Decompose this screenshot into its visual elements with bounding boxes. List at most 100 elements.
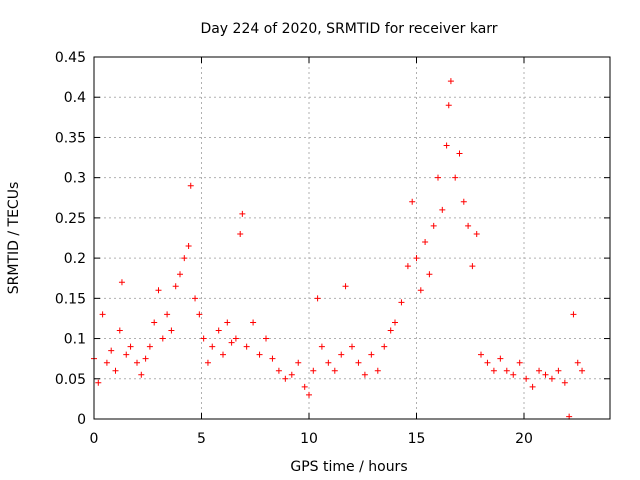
data-point [295,359,302,366]
data-point [215,327,222,334]
data-point [422,239,429,246]
data-point [447,78,454,85]
data-point [134,359,140,366]
y-tick-label: 0.3 [64,171,86,187]
y-tick-label: 0.25 [55,211,86,227]
x-tick-label: 0 [90,431,99,447]
y-tick-label: 0.2 [64,251,86,267]
data-point [542,371,549,378]
data-point [232,335,239,342]
data-point [138,371,145,378]
data-point [349,343,355,350]
y-tick-label: 0.4 [64,90,86,106]
data-point [469,263,476,270]
data-point [275,367,282,374]
data-point [490,367,497,374]
data-point [103,359,110,366]
data-point [116,327,123,334]
data-point [95,379,102,386]
data-point [381,343,388,350]
data-point [181,255,188,262]
data-point [503,367,510,374]
x-tick-label: 10 [300,431,318,447]
data-point [579,367,586,374]
data-point [435,174,441,181]
data-point [443,142,450,149]
data-point [368,351,375,358]
data-point [473,230,480,237]
data-point [237,230,244,237]
data-point [155,287,162,294]
data-point [398,299,405,306]
data-point [164,311,171,318]
x-axis-title: GPS time / hours [290,459,407,475]
data-point [465,222,472,229]
data-point [224,319,231,326]
data-point [516,359,523,366]
data-point [192,295,199,302]
data-point [99,311,106,318]
data-point [269,355,276,362]
data-point [404,263,411,270]
data-point [417,287,424,294]
data-point [318,343,325,350]
data-points [91,78,586,420]
data-point [570,311,577,318]
data-point [445,102,452,109]
data-point [439,206,446,213]
data-point [331,367,338,374]
data-point [172,283,179,290]
data-point [168,327,175,334]
data-point [185,243,192,250]
data-point [108,347,115,354]
data-point [460,198,467,205]
data-point [151,319,158,326]
data-point [510,371,517,378]
y-tick-label: 0.45 [55,50,86,66]
chart-title: Day 224 of 2020, SRMTID for receiver kar… [200,21,497,37]
data-point [123,351,130,358]
y-tick-label: 0 [77,412,86,428]
data-point [548,375,555,382]
data-point [200,335,207,342]
grid [94,57,610,419]
y-axis-title: SRMTID / TECUs [6,182,22,295]
data-point [484,359,491,366]
data-point [497,355,504,362]
y-tick-label: 0.15 [55,291,86,307]
data-point [325,359,332,366]
data-point [301,383,308,390]
data-point [118,279,125,286]
data-point [228,339,235,346]
data-point [177,271,183,278]
data-point [282,375,289,382]
data-point [288,371,295,378]
data-point [159,335,166,342]
data-point [409,198,416,205]
data-point [250,319,257,326]
data-point [361,371,368,378]
data-point [209,343,216,350]
data-point [310,367,317,374]
data-point [243,343,250,350]
data-point [142,355,149,362]
data-point [187,182,194,189]
data-point [374,367,381,374]
x-tick-label: 15 [408,431,426,447]
data-point [426,271,433,278]
y-tick-label: 0.05 [55,372,86,388]
data-point [239,210,246,217]
data-point [452,174,459,181]
y-tick-label: 0.1 [64,332,86,348]
data-point [413,255,420,262]
data-point [112,367,119,374]
data-point [456,150,463,157]
data-point [555,367,562,374]
data-point [574,359,581,366]
data-point [204,359,211,366]
data-point [263,335,269,342]
data-point [561,379,568,386]
data-point [146,343,153,350]
